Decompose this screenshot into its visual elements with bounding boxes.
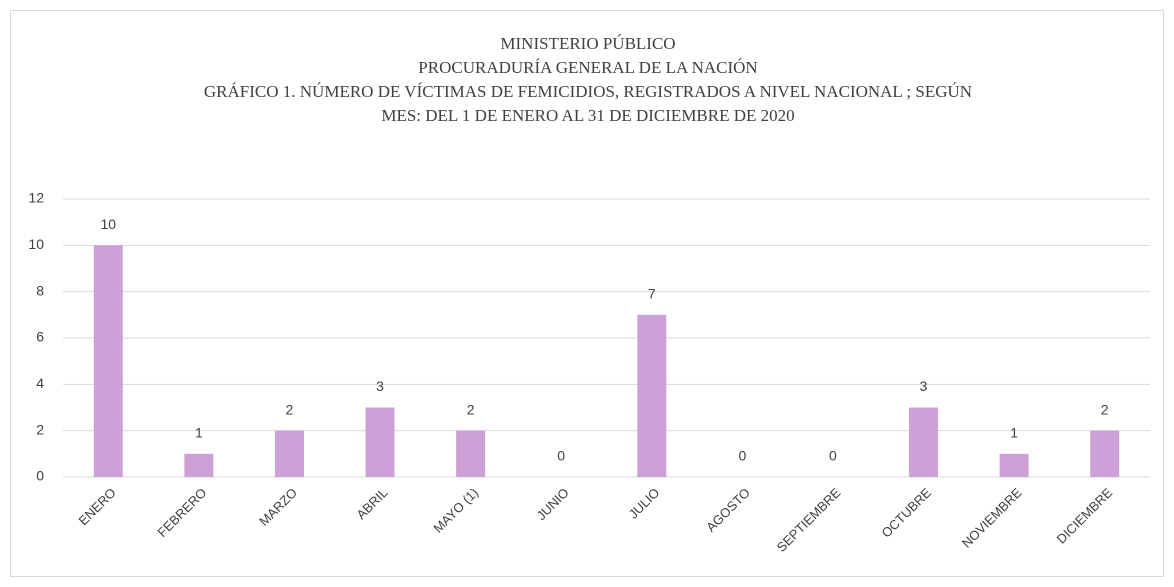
bar	[184, 453, 214, 477]
data-label: 2	[286, 401, 294, 417]
bar	[365, 407, 395, 477]
y-tick-label: 2	[36, 421, 44, 437]
chart-title: GRÁFICO 1. NÚMERO DE VÍCTIMAS DE FEMICID…	[204, 82, 972, 101]
data-label: 0	[829, 448, 837, 464]
data-label: 2	[467, 401, 475, 417]
bar	[999, 453, 1029, 477]
bar	[274, 430, 304, 477]
chart-title: PROCURADURÍA GENERAL DE LA NACIÓN	[418, 58, 757, 77]
bar	[456, 430, 486, 477]
data-label: 3	[376, 378, 384, 394]
y-tick-label: 10	[28, 236, 44, 252]
y-tick-label: 12	[28, 190, 44, 206]
bar	[93, 245, 123, 477]
data-label: 1	[1010, 425, 1018, 441]
y-tick-label: 4	[36, 375, 44, 391]
y-tick-label: 6	[36, 329, 44, 345]
chart-title: MES: DEL 1 DE ENERO AL 31 DE DICIEMBRE D…	[381, 106, 794, 125]
y-tick-label: 0	[36, 468, 44, 484]
chart-title: MINISTERIO PÚBLICO	[500, 34, 675, 53]
bar	[1090, 430, 1120, 477]
data-label: 0	[557, 448, 565, 464]
bar	[909, 407, 939, 477]
chart-frame	[10, 10, 1164, 577]
data-label: 2	[1101, 401, 1109, 417]
bar	[637, 314, 667, 477]
data-label: 10	[101, 216, 117, 232]
data-label: 1	[195, 425, 203, 441]
data-label: 7	[648, 286, 656, 302]
y-tick-label: 8	[36, 282, 44, 298]
data-label: 3	[920, 378, 928, 394]
data-label: 0	[738, 448, 746, 464]
